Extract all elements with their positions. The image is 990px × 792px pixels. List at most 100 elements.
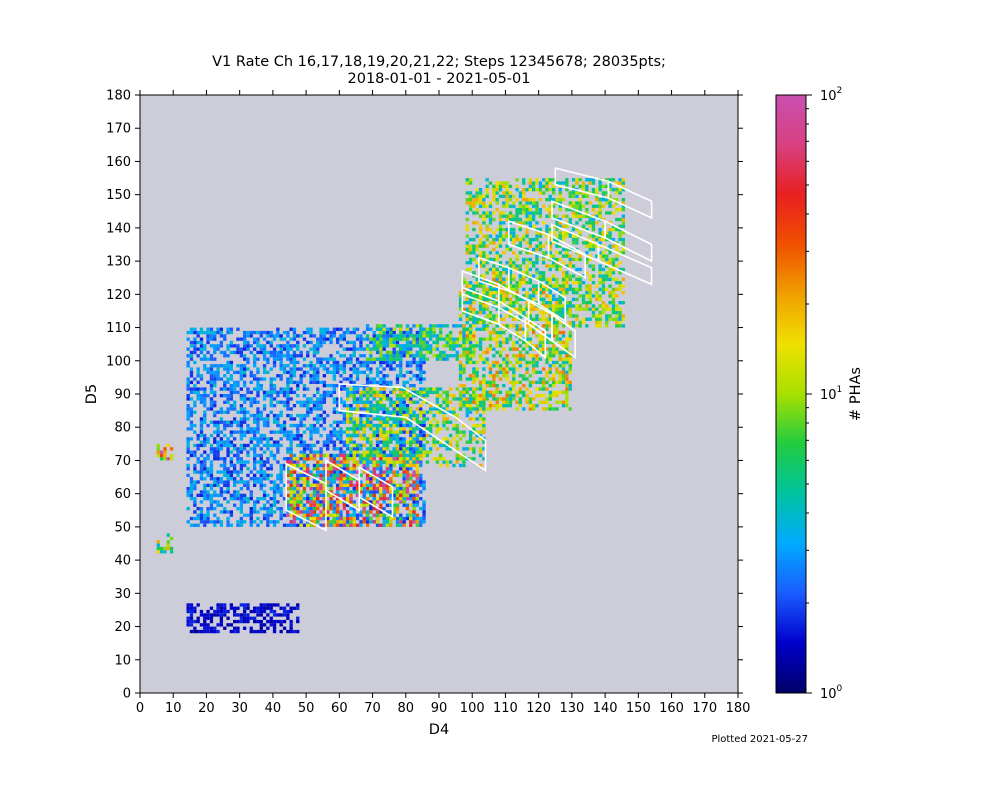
heatmap-cell (435, 324, 440, 328)
heatmap-cell (475, 310, 479, 315)
heatmap-cell (409, 437, 413, 441)
heatmap-cell (392, 354, 396, 358)
heatmap-cell (455, 427, 459, 431)
heatmap-cell (342, 480, 347, 484)
heatmap-cell (189, 354, 194, 358)
heatmap-cell (296, 400, 300, 404)
heatmap-cell (392, 490, 396, 494)
heatmap-cell (223, 380, 227, 385)
heatmap-cell (405, 487, 410, 491)
heatmap-cell (518, 227, 523, 232)
heatmap-cell (219, 457, 224, 461)
heatmap-cell (512, 261, 516, 265)
heatmap-cell (475, 194, 479, 199)
heatmap-cell (415, 443, 420, 448)
heatmap-cell (405, 340, 410, 345)
heatmap-cell (272, 357, 277, 361)
heatmap-cell (385, 344, 390, 348)
heatmap-cell (488, 221, 493, 225)
heatmap-cell (309, 427, 313, 431)
heatmap-cell (359, 400, 363, 404)
heatmap-cell (415, 483, 420, 488)
heatmap-cell (352, 463, 356, 468)
heatmap-cell (316, 387, 320, 391)
heatmap-cell (365, 344, 370, 348)
heatmap-cell (362, 427, 366, 431)
heatmap-cell (262, 470, 267, 474)
heatmap-cell (379, 460, 383, 464)
heatmap-cell (478, 433, 483, 438)
heatmap-cell (336, 423, 340, 428)
heatmap-cell (492, 194, 496, 199)
heatmap-cell (389, 440, 393, 444)
heatmap-cell (296, 473, 300, 478)
heatmap-cell (332, 443, 337, 448)
heatmap-cell (326, 357, 330, 361)
heatmap-cell (472, 354, 476, 358)
heatmap-cell (538, 337, 543, 341)
heatmap-cell (485, 394, 489, 398)
heatmap-cell (213, 493, 217, 498)
heatmap-cell (203, 483, 207, 488)
heatmap-cell (472, 294, 476, 298)
heatmap-cell (302, 413, 307, 418)
heatmap-cell (332, 507, 337, 511)
heatmap-cell (292, 490, 297, 494)
heatmap-cell (329, 483, 333, 488)
heatmap-cell (502, 340, 506, 345)
heatmap-cell (409, 397, 413, 401)
heatmap-cell (296, 394, 300, 398)
heatmap-cell (272, 440, 277, 444)
heatmap-cell (336, 473, 340, 478)
heatmap-cell (243, 413, 247, 418)
heatmap-cell (272, 404, 277, 408)
heatmap-cell (365, 497, 370, 501)
heatmap-cell (346, 397, 350, 401)
heatmap-cell (478, 241, 483, 245)
heatmap-cell (545, 287, 549, 292)
heatmap-cell (532, 404, 536, 408)
heatmap-cell (223, 420, 227, 424)
heatmap-cell (468, 251, 473, 255)
heatmap-cell (505, 227, 509, 232)
heatmap-cell (412, 374, 416, 378)
heatmap-cell (429, 327, 433, 331)
heatmap-cell (538, 191, 543, 195)
heatmap-cell (548, 394, 552, 398)
heatmap-cell (326, 480, 330, 484)
heatmap-cell (399, 450, 403, 454)
heatmap-cell (302, 523, 307, 527)
heatmap-cell (555, 334, 559, 338)
heatmap-cell (289, 523, 293, 527)
heatmap-cell (405, 453, 410, 458)
heatmap-cell (502, 330, 506, 335)
heatmap-cell (365, 357, 370, 361)
heatmap-cell (272, 500, 277, 504)
heatmap-cell (352, 507, 356, 511)
heatmap-cell (375, 350, 380, 355)
heatmap-cell (558, 377, 562, 381)
heatmap-cell (482, 457, 486, 461)
heatmap-cell (375, 347, 380, 351)
heatmap-cell (213, 520, 217, 524)
heatmap-cell (389, 367, 393, 371)
heatmap-cell (492, 271, 496, 275)
heatmap-cell (468, 374, 473, 378)
heatmap-cell (369, 480, 373, 484)
heatmap-cell (395, 437, 400, 441)
heatmap-cell (532, 291, 536, 295)
heatmap-cell (349, 450, 353, 454)
heatmap-cell (332, 400, 337, 404)
heatmap-cell (409, 377, 413, 381)
heatmap-cell (209, 420, 214, 424)
heatmap-cell (468, 310, 473, 315)
heatmap-cell (468, 387, 473, 391)
heatmap-cell (196, 397, 200, 401)
heatmap-cell (495, 330, 499, 335)
heatmap-cell (369, 423, 373, 428)
heatmap-cell (203, 437, 207, 441)
heatmap-cell (502, 181, 506, 185)
heatmap-cell (419, 427, 423, 431)
heatmap-cell (468, 314, 473, 318)
heatmap-cell (492, 291, 496, 295)
